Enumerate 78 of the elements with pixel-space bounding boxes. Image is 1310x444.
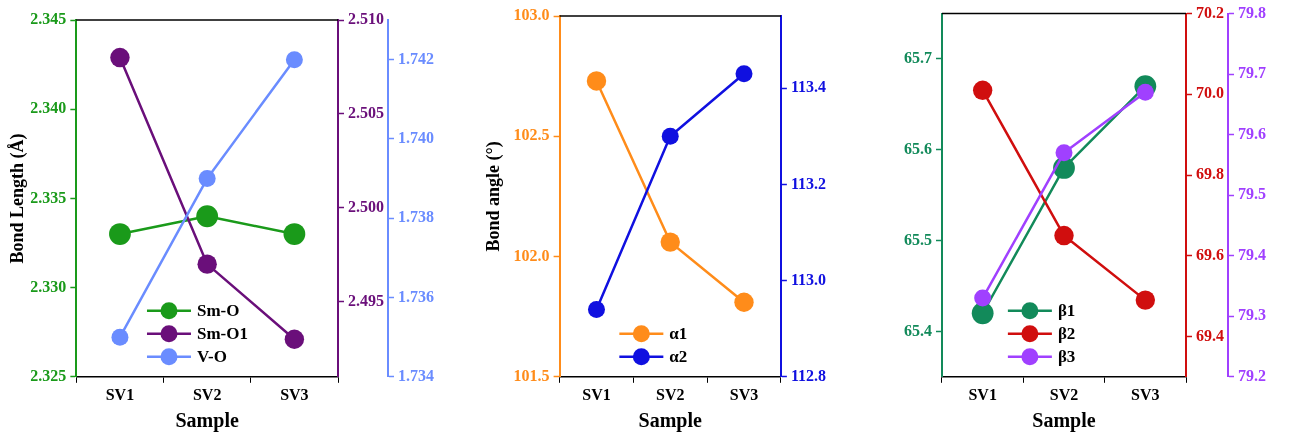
legend-label: V-O	[196, 347, 227, 367]
legend-label: α2	[669, 347, 688, 367]
x-tick-label: SV1	[582, 385, 611, 403]
y2-tick-label: 69.6	[1196, 245, 1224, 263]
y-tick-label: 102.0	[513, 246, 550, 264]
point	[110, 47, 130, 68]
y-tick-label: 2.325	[30, 366, 67, 384]
legend-label: β1	[1057, 301, 1076, 321]
point	[660, 232, 680, 252]
y2-tick-label: 70.2	[1196, 3, 1224, 21]
y-tick-label: 65.7	[904, 49, 932, 67]
y2-tick-label: 70.0	[1196, 84, 1224, 102]
x-tick-label: SV2	[192, 385, 222, 403]
x-tick-label: SV2	[1049, 385, 1079, 403]
x-tick-label: SV2	[656, 385, 685, 403]
point	[1054, 225, 1074, 246]
y2-tick-label: 113.0	[790, 270, 827, 288]
legend-label: β3	[1057, 347, 1076, 367]
point	[661, 127, 679, 145]
y-tick-label: 65.5	[904, 230, 932, 248]
y-axis-title: Bond Length (Å)	[7, 133, 29, 264]
x-tick-label: SV3	[1131, 385, 1160, 403]
point	[587, 300, 605, 318]
y2-tick-label: 69.4	[1196, 326, 1224, 344]
point	[971, 302, 994, 325]
point	[284, 329, 305, 349]
y3-tick-label: 1.740	[398, 129, 434, 147]
point	[974, 289, 992, 307]
y2-tick-label: 2.510	[348, 10, 384, 28]
point	[734, 292, 754, 312]
y-tick-label: 2.340	[30, 99, 67, 117]
y3-tick-label: 79.7	[1238, 64, 1266, 82]
point	[197, 254, 217, 274]
y3-tick-label: 1.736	[398, 287, 434, 305]
x-tick-label: SV1	[968, 385, 997, 403]
y3-tick-label: 79.6	[1238, 124, 1266, 142]
legend-label: Sm-O1	[196, 324, 248, 344]
y3-tick-label: 79.5	[1238, 185, 1266, 203]
y2-tick-label: 2.505	[348, 104, 384, 122]
y2-tick-label: 112.8	[790, 366, 827, 384]
y-tick-label: 2.345	[30, 10, 67, 28]
point	[111, 328, 129, 346]
x-axis-title: Sample	[1032, 409, 1096, 433]
y2-tick-label: 69.8	[1196, 165, 1224, 183]
y3-tick-label: 79.2	[1238, 366, 1266, 384]
point	[1135, 290, 1156, 310]
y2-tick-label: 2.500	[348, 197, 384, 215]
x-axis-title: Sample	[175, 409, 239, 433]
y2-tick-label: 2.495	[348, 291, 384, 309]
y2-tick-label: 113.4	[790, 78, 827, 96]
y-tick-label: 102.5	[513, 126, 550, 144]
x-tick-label: SV3	[280, 385, 309, 403]
legend-label: Sm-O	[196, 301, 240, 321]
y2-tick-label: 113.2	[790, 174, 827, 192]
y3-tick-label: 79.4	[1238, 245, 1266, 263]
y3-tick-label: 79.3	[1238, 306, 1266, 324]
legend-label: α1	[669, 324, 688, 344]
point	[1055, 144, 1073, 162]
x-tick-label: SV1	[105, 385, 135, 403]
y-axis-title: Bond angle (°)	[483, 141, 505, 252]
y-tick-label: 65.4	[904, 321, 932, 339]
y-tick-label: 65.6	[904, 139, 932, 157]
y-tick-label: 103.0	[513, 6, 550, 24]
y-tick-label: 2.330	[30, 277, 67, 295]
point	[972, 80, 993, 100]
y-tick-label: 101.5	[513, 366, 550, 384]
x-axis-title: Sample	[638, 409, 703, 433]
point	[586, 71, 607, 91]
point	[198, 170, 216, 188]
point	[735, 65, 753, 83]
y-tick-label: 2.335	[30, 188, 67, 206]
point	[285, 51, 303, 69]
y3-tick-label: 1.742	[398, 49, 434, 67]
y3-tick-label: 79.8	[1238, 3, 1266, 21]
x-tick-label: SV3	[729, 385, 759, 403]
y3-tick-label: 1.734	[398, 366, 434, 384]
legend-label: β2	[1057, 324, 1076, 344]
y3-tick-label: 1.738	[398, 208, 434, 226]
